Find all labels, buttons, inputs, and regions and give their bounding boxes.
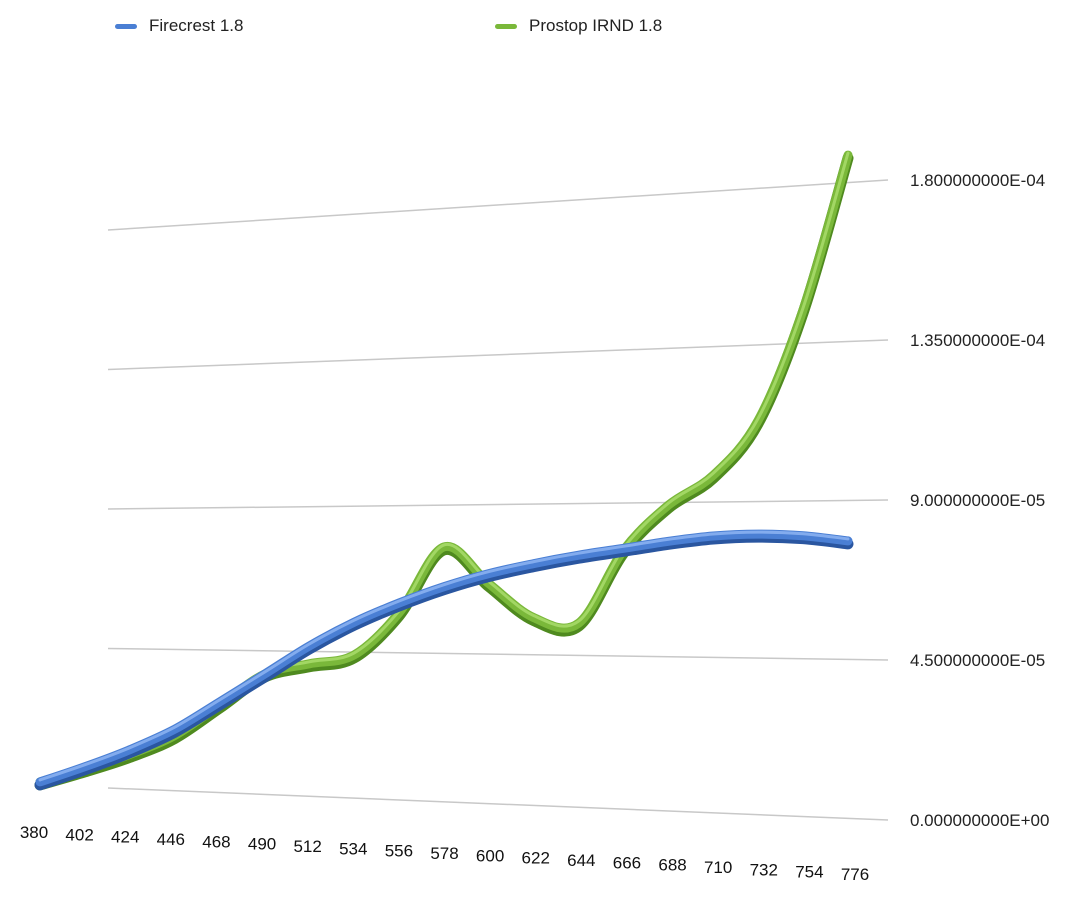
series-lines [34,150,854,791]
x-tick-label: 644 [567,851,595,870]
x-tick-label: 380 [20,823,48,842]
y-tick-label: 9.000000000E-05 [910,491,1045,510]
legend-swatch-prostop [495,23,517,29]
legend-entry-firecrest: Firecrest 1.8 [115,14,243,38]
x-tick-label: 710 [704,858,732,877]
x-tick-label: 732 [750,860,778,879]
x-tick-label: 754 [795,863,823,882]
x-tick-label: 666 [613,853,641,872]
gridline [107,787,889,821]
legend-swatch-firecrest [115,23,137,29]
x-tick-label: 534 [339,839,367,858]
series-line-prostop [34,150,854,791]
gridline [107,499,889,510]
legend-entry-prostop: Prostop IRND 1.8 [495,14,662,38]
y-tick-label: 4.500000000E-05 [910,651,1045,670]
x-tick-label: 512 [293,837,321,856]
gridline [107,339,889,371]
x-tick-label: 688 [658,856,686,875]
y-axis-ticks: 0.000000000E+00 4.500000000E-05 9.00000000… [910,171,1049,830]
x-tick-label: 600 [476,846,504,865]
x-tick-label: 424 [111,828,139,847]
series-line-firecrest [34,529,854,791]
gridline [107,179,889,231]
gridlines [107,179,889,821]
x-tick-label: 490 [248,835,276,854]
x-tick-label: 402 [65,825,93,844]
x-tick-label: 578 [430,844,458,863]
y-tick-label: 1.800000000E-04 [910,171,1045,190]
x-axis-ticks: 380 402 424 446 468 490 512 534 556 578 600 622 644 6… [20,823,869,884]
gridline [107,647,889,661]
x-tick-label: 468 [202,832,230,851]
x-tick-label: 446 [157,830,185,849]
x-tick-label: 622 [522,849,550,868]
y-tick-label: 1.350000000E-04 [910,331,1045,350]
y-tick-label: 0.000000000E+00 [910,811,1049,830]
x-tick-label: 776 [841,865,869,884]
legend-label-firecrest: Firecrest 1.8 [149,16,244,35]
legend-label-prostop: Prostop IRND 1.8 [529,16,663,35]
x-tick-label: 556 [385,842,413,861]
